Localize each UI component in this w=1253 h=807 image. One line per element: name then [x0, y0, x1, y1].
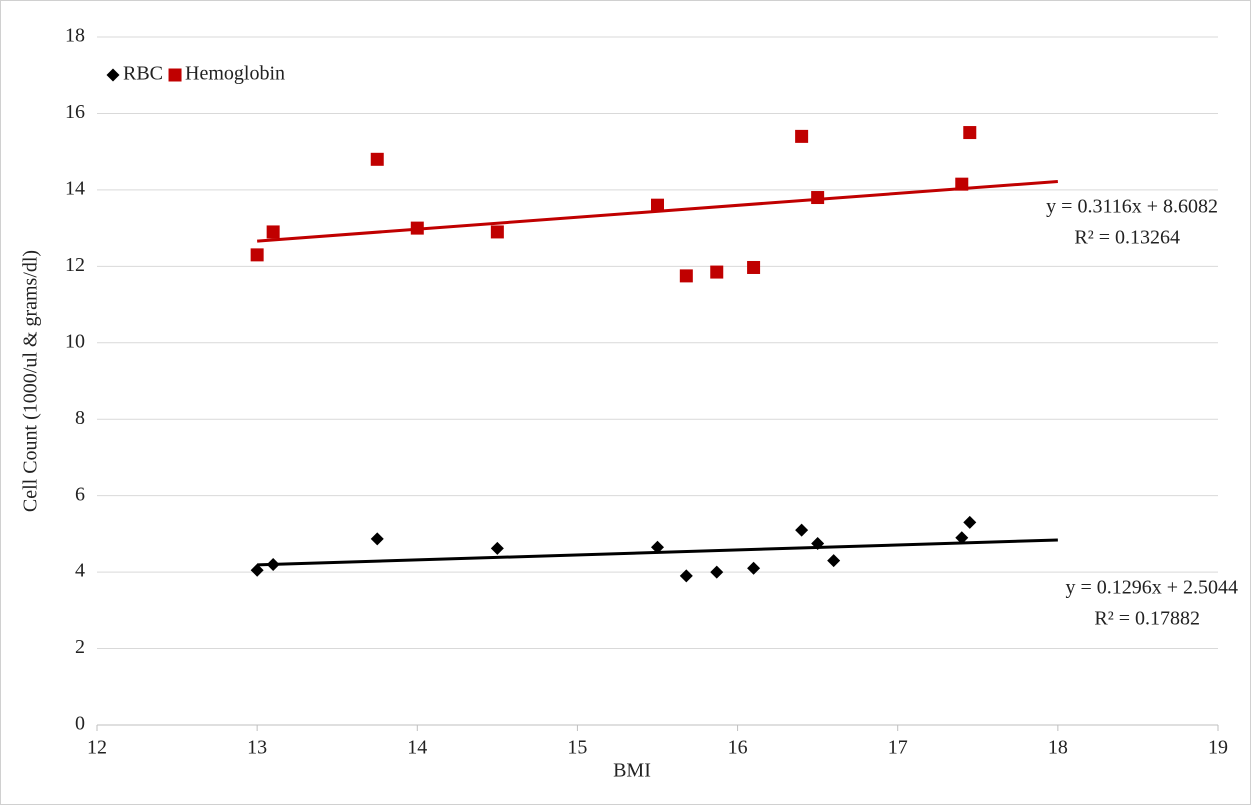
- legend-marker: [106, 68, 120, 82]
- y-tick-label: 10: [65, 330, 85, 352]
- x-axis-label: BMI: [613, 760, 651, 782]
- point: [490, 225, 504, 239]
- trend-equation: y = 0.1296x + 2.5044: [1065, 577, 1238, 599]
- point: [955, 531, 969, 545]
- point: [795, 129, 809, 143]
- point: [370, 152, 384, 166]
- point: [651, 540, 664, 554]
- y-tick-label: 2: [75, 636, 85, 658]
- y-tick-label: 12: [65, 254, 85, 276]
- point: [679, 269, 693, 283]
- point: [963, 515, 977, 529]
- y-tick-label: 16: [65, 101, 85, 123]
- x-tick-label: 12: [87, 737, 107, 759]
- point: [955, 177, 969, 191]
- y-axis-label: Cell Count (1000/ul & grams/dl): [20, 250, 42, 512]
- point: [827, 554, 841, 568]
- x-tick-label: 17: [888, 737, 908, 759]
- legend-marker: [168, 68, 182, 82]
- point: [250, 248, 264, 262]
- point: [811, 536, 825, 550]
- point: [795, 523, 809, 537]
- trend-r2: R² = 0.13264: [1074, 227, 1180, 249]
- point: [370, 532, 384, 546]
- x-tick-label: 15: [567, 737, 587, 759]
- point: [250, 563, 264, 577]
- y-tick-label: 18: [65, 25, 85, 47]
- legend-label: Hemoglobin: [185, 63, 285, 85]
- trend-r2: R² = 0.17882: [1094, 608, 1200, 630]
- point: [710, 565, 724, 579]
- point: [747, 260, 761, 274]
- point: [963, 126, 977, 140]
- point: [747, 561, 761, 575]
- point: [266, 225, 280, 239]
- y-tick-label: 6: [75, 483, 85, 505]
- x-tick-label: 19: [1208, 737, 1228, 759]
- point: [410, 221, 424, 235]
- y-tick-label: 8: [75, 407, 85, 429]
- x-tick-label: 16: [728, 737, 748, 759]
- legend-label: RBC: [123, 63, 163, 85]
- point: [651, 198, 664, 212]
- point: [679, 569, 693, 583]
- y-tick-label: 14: [65, 177, 85, 199]
- point: [266, 557, 280, 571]
- point: [811, 191, 825, 205]
- point: [710, 265, 724, 279]
- x-tick-label: 14: [407, 737, 427, 759]
- y-tick-label: 4: [75, 560, 85, 582]
- x-tick-label: 18: [1048, 737, 1068, 759]
- x-tick-label: 13: [247, 737, 267, 759]
- point: [490, 541, 504, 555]
- trend-equation: y = 0.3116x + 8.6082: [1046, 196, 1218, 218]
- y-tick-label: 0: [75, 713, 85, 735]
